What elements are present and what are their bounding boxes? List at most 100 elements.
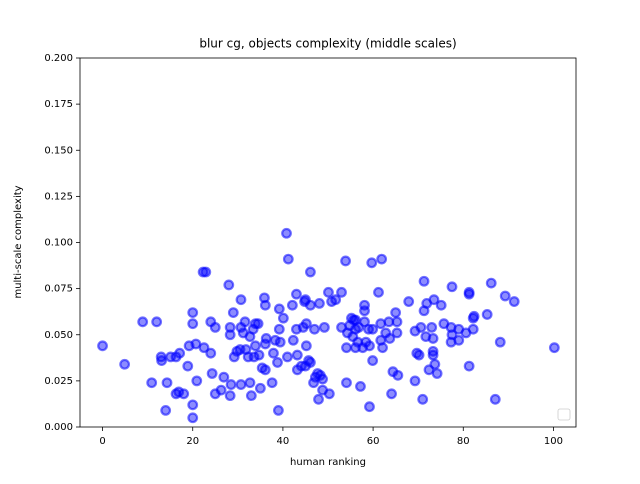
point xyxy=(215,384,227,396)
point xyxy=(235,379,247,390)
point xyxy=(340,255,351,267)
point xyxy=(273,323,285,335)
point xyxy=(151,316,163,328)
point xyxy=(291,288,302,300)
point xyxy=(206,368,218,379)
point xyxy=(403,296,415,307)
point xyxy=(467,323,479,335)
point xyxy=(418,275,430,287)
point xyxy=(225,379,237,390)
point xyxy=(426,321,438,333)
point xyxy=(224,390,236,402)
point xyxy=(146,377,158,389)
point xyxy=(376,253,388,265)
point xyxy=(309,323,320,335)
point xyxy=(119,358,131,370)
point xyxy=(355,381,366,392)
point xyxy=(174,347,186,359)
point xyxy=(161,377,173,389)
point xyxy=(254,382,266,394)
point xyxy=(364,340,375,352)
point xyxy=(282,351,293,363)
y-tick-label: 0.100 xyxy=(44,238,73,249)
point xyxy=(287,334,299,346)
point xyxy=(244,377,256,389)
y-tick-label: 0.125 xyxy=(44,191,73,202)
point xyxy=(468,310,480,322)
point xyxy=(223,279,235,291)
y-tick-label: 0.025 xyxy=(44,376,73,387)
point xyxy=(187,412,199,424)
point xyxy=(313,393,324,405)
point xyxy=(205,347,217,359)
point xyxy=(508,296,520,307)
point xyxy=(446,281,458,293)
point xyxy=(200,266,212,278)
point xyxy=(273,404,284,416)
point xyxy=(187,399,199,411)
point xyxy=(435,299,447,311)
point xyxy=(239,316,251,328)
point xyxy=(392,369,404,381)
point xyxy=(317,373,328,385)
point xyxy=(272,357,283,368)
point xyxy=(323,286,334,298)
point xyxy=(499,290,511,302)
point xyxy=(463,360,475,372)
point xyxy=(377,342,388,354)
point xyxy=(227,307,239,319)
point xyxy=(259,299,271,311)
point xyxy=(235,294,247,306)
legend xyxy=(557,408,571,421)
y-tick-label: 0.175 xyxy=(44,99,73,110)
point xyxy=(305,357,316,368)
point xyxy=(182,360,194,372)
point xyxy=(359,305,370,317)
point xyxy=(427,333,439,344)
x-tick-label: 80 xyxy=(457,436,470,447)
point xyxy=(250,340,261,352)
point xyxy=(178,388,190,400)
point xyxy=(273,303,285,315)
point xyxy=(431,368,443,379)
point xyxy=(341,377,352,389)
point xyxy=(209,321,221,333)
point xyxy=(156,355,168,366)
point xyxy=(314,297,325,309)
point xyxy=(453,334,465,346)
point xyxy=(341,342,352,354)
point xyxy=(409,375,421,387)
x-tick-label: 40 xyxy=(277,436,290,447)
point xyxy=(218,371,230,383)
point xyxy=(367,355,379,366)
y-axis-label: multi-scale complexity xyxy=(13,185,24,298)
point xyxy=(323,388,335,400)
point xyxy=(428,294,440,306)
point xyxy=(548,342,560,354)
point xyxy=(274,336,286,348)
point xyxy=(245,390,257,402)
point xyxy=(390,307,402,319)
point xyxy=(97,340,108,352)
x-tick-label: 60 xyxy=(367,436,380,447)
point xyxy=(282,253,294,265)
point xyxy=(417,393,429,405)
point xyxy=(259,364,271,376)
point xyxy=(260,333,272,344)
point xyxy=(198,342,210,354)
point xyxy=(386,388,397,400)
point xyxy=(160,404,172,416)
point xyxy=(318,321,330,333)
y-tick-label: 0.150 xyxy=(44,145,73,156)
point xyxy=(427,345,439,357)
point xyxy=(481,309,493,320)
point xyxy=(224,321,236,333)
point xyxy=(300,340,312,352)
y-tick-label: 0.050 xyxy=(44,330,73,341)
y-tick-label: 0.075 xyxy=(44,284,73,295)
point xyxy=(429,358,441,370)
point xyxy=(391,327,403,339)
point xyxy=(366,257,378,269)
point xyxy=(364,401,375,413)
